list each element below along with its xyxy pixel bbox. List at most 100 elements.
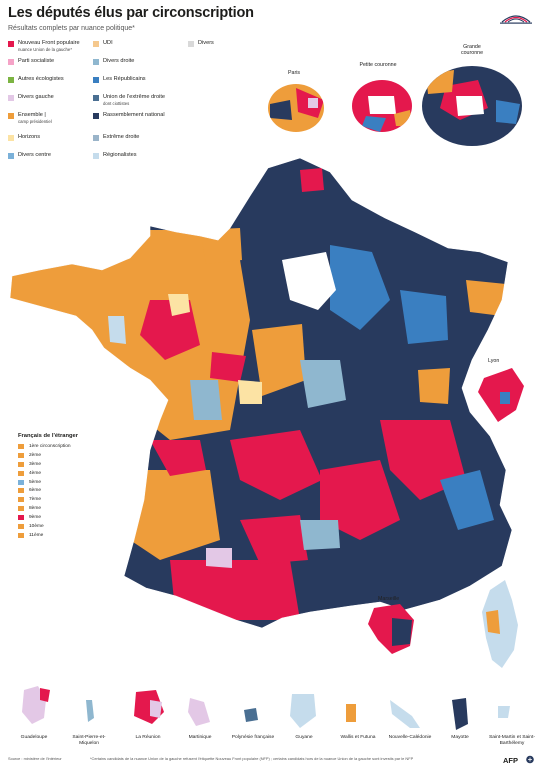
region-southwest-ensemble: [130, 470, 220, 560]
francais-etranger-row: 7ème: [18, 495, 128, 504]
francais-etranger-swatch: [18, 523, 24, 529]
legend-swatch: [188, 40, 194, 47]
francais-etranger-row: 4ème: [18, 469, 128, 478]
legend-label: Divers: [198, 40, 214, 46]
region-bretagne-regio: [108, 316, 126, 344]
francais-etranger-swatch: [18, 443, 24, 449]
label-marseille: Marseille: [378, 596, 400, 602]
francais-etranger-label: 10ème: [29, 523, 44, 529]
francais-etranger-row: 10ème: [18, 522, 128, 531]
grande-couronne-inset: [422, 66, 522, 146]
region-aveyron-divd: [300, 520, 340, 550]
region-pyrenees-nfp: [170, 560, 300, 620]
petite-couronne-inset: [352, 80, 412, 132]
region-alsace-ensemble: [466, 280, 506, 316]
afp-logo: AFP: [503, 755, 534, 765]
region-centre-divers-droite: [300, 360, 346, 408]
francais-etranger-label: 11ème: [29, 532, 44, 538]
region-nantes-divd: [190, 380, 222, 420]
paris-inset: [268, 84, 324, 132]
label-lyon: Lyon: [488, 358, 500, 364]
legend-sublabel: nuance Union de la gauche*: [18, 46, 72, 52]
legend-item: Extrême droite: [93, 134, 139, 141]
legend-item: Rassemblement national: [93, 112, 165, 119]
legend-sublabel: camp présidentiel: [18, 118, 52, 124]
francais-etranger-swatch: [18, 461, 24, 467]
francais-etranger-row: 6ème: [18, 486, 128, 495]
legend-label: Union de l'extrême droite: [103, 94, 166, 100]
territory-name: Nouvelle-Calédonie: [388, 735, 432, 740]
legend-label: Autres écologistes: [18, 76, 64, 82]
martinique-shape: [188, 698, 210, 726]
region-massif-nfp: [320, 460, 400, 540]
label-paris: Paris: [288, 70, 301, 76]
legend-swatch: [8, 76, 14, 83]
legend-label: Les Républicains: [103, 76, 146, 82]
legend-item: Divers centre: [8, 152, 51, 159]
region-toulouse-nfp: [240, 515, 308, 564]
region-tours-nfp: [210, 352, 246, 382]
francais-etranger-label: 4ème: [29, 470, 41, 476]
saint-martin-shape: [498, 706, 510, 718]
legend-swatch: [8, 40, 14, 47]
region-est-lr: [400, 290, 448, 344]
legend-label: Nouveau Front populaire: [18, 40, 80, 46]
francais-etranger-swatch: [18, 452, 24, 458]
francais-etranger-swatch: [18, 515, 24, 521]
francais-etranger-legend: Français de l'étranger 1ère circonscript…: [18, 433, 128, 540]
mayotte-shape: [452, 698, 468, 730]
region-alpes-lr: [440, 470, 494, 530]
legend-sublabel: dont ciottistes: [103, 100, 130, 106]
francais-etranger-swatch: [18, 532, 24, 538]
nouvelle-caledonie-shape: [390, 700, 420, 728]
polynesie-shape: [244, 708, 258, 722]
region-limousin-nfp: [230, 430, 322, 500]
francais-etranger-title: Français de l'étranger: [18, 433, 79, 439]
label-petite-couronne: Petite couronne: [359, 62, 397, 68]
footer-footnote: *Certains candidats de la nuance Union d…: [90, 756, 414, 761]
footer-source: Source : ministère de l'Intérieur: [8, 756, 62, 761]
guyane-shape: [290, 694, 316, 728]
francais-etranger-row: 8ème: [18, 504, 128, 513]
legend-swatch: [93, 112, 99, 119]
corsica-island: [482, 580, 518, 668]
legislatives-logo: [500, 15, 532, 24]
region-normandie-ensemble: [200, 228, 242, 264]
francais-etranger-swatch: [18, 497, 24, 503]
overseas-shapes: [22, 686, 510, 730]
marseille-inset-rn: [392, 618, 412, 646]
francais-etranger-label: 2ème: [29, 452, 41, 458]
region-bretagne-horizons: [168, 294, 190, 316]
region-jura-ensemble: [418, 368, 450, 404]
legend: Nouveau Front populaire nuance Union de l…: [8, 40, 348, 172]
legend-item: Divers droite: [93, 58, 134, 65]
region-paris-basin-white: [282, 252, 336, 310]
legend-swatch: [8, 152, 14, 159]
francais-etranger-label: 1ère circonscription: [29, 443, 71, 449]
francais-etranger-swatch: [18, 470, 24, 476]
saint-pierre-shape: [86, 700, 94, 722]
legend-swatch: [93, 94, 99, 101]
legend-item: Régionalistes: [93, 152, 137, 159]
region-bordeaux-nfp: [150, 440, 206, 476]
francais-etranger-swatch: [18, 506, 24, 512]
francais-etranger-swatch: [18, 479, 24, 485]
territory-name: Saint-Martin et Saint-Barthélemy: [489, 735, 535, 746]
francais-etranger-row: 2ème: [18, 451, 128, 460]
label-grande-couronne: Grande couronne: [460, 44, 484, 56]
legend-item: Parti socialiste: [8, 58, 54, 65]
legend-item: Union de l'extrême droite dont ciottistes: [93, 94, 165, 107]
francais-etranger-label: 5ème: [29, 479, 41, 485]
legend-label: Rassemblement national: [103, 112, 165, 118]
legend-item: Divers: [188, 40, 214, 47]
legend-label: Ensemble |: [18, 112, 46, 118]
mainland-outline: [9, 157, 513, 629]
legend-label: Divers centre: [18, 152, 51, 158]
mainland-map: [10, 158, 512, 628]
legend-label: Horizons: [18, 134, 41, 140]
francais-etranger-row: 3ème: [18, 460, 128, 469]
legend-item: Divers gauche: [8, 94, 54, 101]
region-centre-lr: [330, 245, 390, 330]
legend-swatch: [8, 134, 14, 141]
